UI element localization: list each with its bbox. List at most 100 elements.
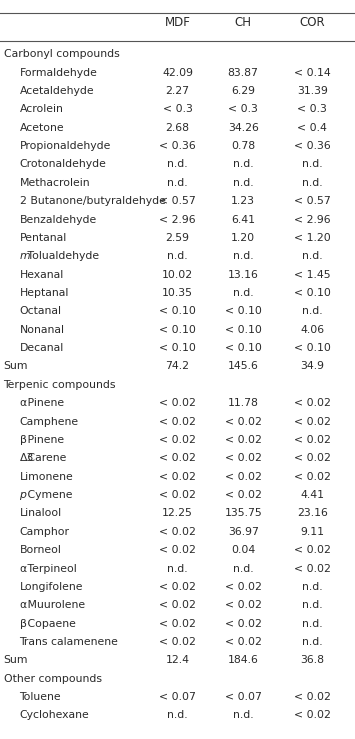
Text: 23.16: 23.16: [297, 508, 328, 518]
Text: Camphene: Camphene: [20, 417, 79, 426]
Text: < 2.96: < 2.96: [159, 214, 196, 225]
Text: Camphor: Camphor: [20, 527, 70, 537]
Text: n.d.: n.d.: [302, 178, 323, 188]
Text: Nonanal: Nonanal: [20, 324, 65, 335]
Text: < 0.02: < 0.02: [294, 692, 331, 702]
Text: 34.26: 34.26: [228, 123, 258, 133]
Text: n.d.: n.d.: [233, 710, 253, 721]
Text: < 0.02: < 0.02: [159, 490, 196, 500]
Text: 10.35: 10.35: [162, 288, 193, 298]
Text: 12.4: 12.4: [165, 655, 190, 665]
Text: < 0.02: < 0.02: [294, 710, 331, 721]
Text: Pentanal: Pentanal: [20, 233, 67, 243]
Text: < 2.96: < 2.96: [294, 214, 331, 225]
Text: Muurolene: Muurolene: [24, 600, 85, 610]
Text: Decanal: Decanal: [20, 343, 64, 353]
Text: n.d.: n.d.: [167, 178, 188, 188]
Text: n.d.: n.d.: [167, 251, 188, 262]
Text: m: m: [20, 251, 30, 262]
Text: 4.06: 4.06: [300, 324, 324, 335]
Text: n.d.: n.d.: [233, 564, 253, 573]
Text: < 0.02: < 0.02: [159, 471, 196, 482]
Text: Cymene: Cymene: [24, 490, 72, 500]
Text: β: β: [20, 619, 26, 629]
Text: < 0.10: < 0.10: [294, 288, 331, 298]
Text: Methacrolein: Methacrolein: [20, 178, 90, 188]
Text: α: α: [20, 398, 27, 408]
Text: < 0.02: < 0.02: [159, 582, 196, 592]
Text: < 0.02: < 0.02: [294, 545, 331, 555]
Text: Limonene: Limonene: [20, 471, 73, 482]
Text: 0.04: 0.04: [231, 545, 255, 555]
Text: < 0.10: < 0.10: [225, 324, 262, 335]
Text: Benzaldehyde: Benzaldehyde: [20, 214, 97, 225]
Text: 42.09: 42.09: [162, 67, 193, 78]
Text: n.d.: n.d.: [167, 564, 188, 573]
Text: 145.6: 145.6: [228, 361, 258, 372]
Text: n.d.: n.d.: [233, 178, 253, 188]
Text: < 0.02: < 0.02: [225, 417, 262, 426]
Text: 2.59: 2.59: [165, 233, 190, 243]
Text: < 0.02: < 0.02: [294, 435, 331, 445]
Text: Pinene: Pinene: [24, 435, 64, 445]
Text: < 0.02: < 0.02: [159, 417, 196, 426]
Text: 6.29: 6.29: [231, 86, 255, 96]
Text: < 0.02: < 0.02: [294, 564, 331, 573]
Text: Terpineol: Terpineol: [24, 564, 77, 573]
Text: < 0.3: < 0.3: [297, 104, 327, 115]
Text: Acrolein: Acrolein: [20, 104, 64, 115]
Text: < 0.3: < 0.3: [163, 104, 192, 115]
Text: < 0.36: < 0.36: [294, 141, 331, 151]
Text: n.d.: n.d.: [302, 600, 323, 610]
Text: Terpenic compounds: Terpenic compounds: [4, 380, 116, 390]
Text: n.d.: n.d.: [302, 582, 323, 592]
Text: 135.75: 135.75: [224, 508, 262, 518]
Text: Acetone: Acetone: [20, 123, 64, 133]
Text: Octanal: Octanal: [20, 307, 61, 316]
Text: CH: CH: [235, 16, 252, 29]
Text: Heptanal: Heptanal: [20, 288, 69, 298]
Text: < 0.10: < 0.10: [225, 343, 262, 353]
Text: 13.16: 13.16: [228, 270, 258, 279]
Text: n.d.: n.d.: [302, 619, 323, 629]
Text: 11.78: 11.78: [228, 398, 258, 408]
Text: Tolualdehyde: Tolualdehyde: [24, 251, 99, 262]
Text: 1.20: 1.20: [231, 233, 255, 243]
Text: β: β: [20, 435, 26, 445]
Text: < 0.10: < 0.10: [159, 324, 196, 335]
Text: α: α: [20, 564, 27, 573]
Text: n.d.: n.d.: [302, 160, 323, 169]
Text: p: p: [20, 490, 26, 500]
Text: < 0.57: < 0.57: [294, 196, 331, 206]
Text: < 0.07: < 0.07: [225, 692, 262, 702]
Text: < 0.02: < 0.02: [294, 398, 331, 408]
Text: Acetaldehyde: Acetaldehyde: [20, 86, 94, 96]
Text: n.d.: n.d.: [233, 288, 253, 298]
Text: < 0.10: < 0.10: [225, 307, 262, 316]
Text: n.d.: n.d.: [302, 637, 323, 647]
Text: < 0.02: < 0.02: [159, 637, 196, 647]
Text: < 0.10: < 0.10: [294, 343, 331, 353]
Text: < 0.3: < 0.3: [228, 104, 258, 115]
Text: < 0.02: < 0.02: [294, 453, 331, 463]
Text: < 0.10: < 0.10: [159, 343, 196, 353]
Text: < 0.10: < 0.10: [159, 307, 196, 316]
Text: Copaene: Copaene: [24, 619, 76, 629]
Text: < 0.02: < 0.02: [294, 471, 331, 482]
Text: n.d.: n.d.: [233, 251, 253, 262]
Text: 31.39: 31.39: [297, 86, 328, 96]
Text: < 0.02: < 0.02: [225, 582, 262, 592]
Text: 10.02: 10.02: [162, 270, 193, 279]
Text: < 0.02: < 0.02: [225, 435, 262, 445]
Text: < 0.02: < 0.02: [159, 527, 196, 537]
Text: < 0.02: < 0.02: [159, 435, 196, 445]
Text: n.d.: n.d.: [167, 160, 188, 169]
Text: Formaldehyde: Formaldehyde: [20, 67, 97, 78]
Text: 4.41: 4.41: [300, 490, 324, 500]
Text: 2.27: 2.27: [165, 86, 190, 96]
Text: 6.41: 6.41: [231, 214, 255, 225]
Text: 74.2: 74.2: [165, 361, 190, 372]
Text: Δ3: Δ3: [20, 453, 34, 463]
Text: Borneol: Borneol: [20, 545, 61, 555]
Text: 36.8: 36.8: [300, 655, 324, 665]
